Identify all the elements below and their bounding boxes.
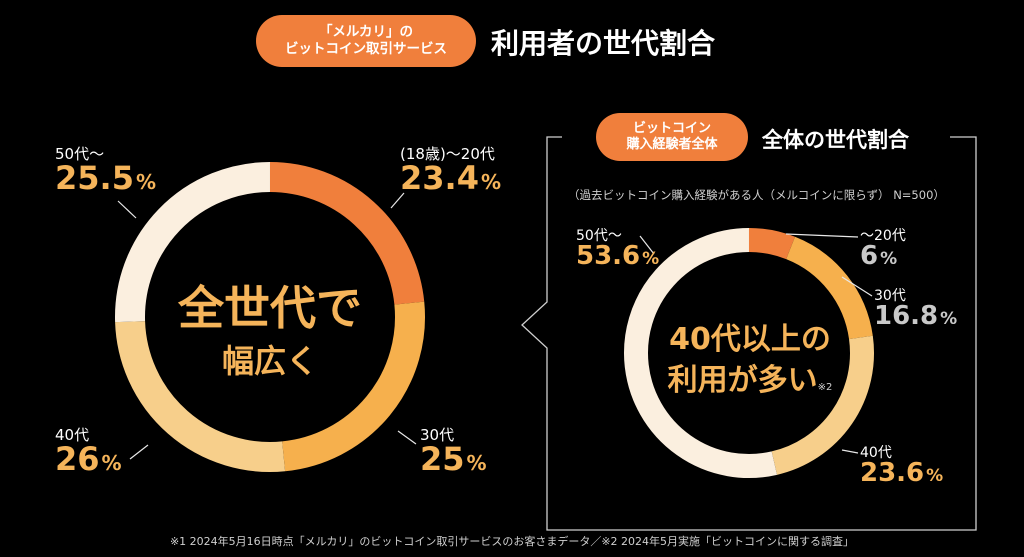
right-title: 全体の世代割合 [762, 124, 915, 154]
header-badge-line1: 「メルカリ」の [318, 24, 414, 41]
right-label-20s: 〜20代 6% [860, 229, 906, 269]
left-label-30s: 30代 25% [420, 426, 487, 478]
left-donut-slice-2 [115, 320, 286, 472]
right-value-40s: 23.6 [860, 458, 925, 488]
right-age-20s: 〜20代 [860, 228, 906, 244]
right-age-50s: 50代〜 [576, 228, 622, 244]
left-label-20s: (18歳)〜20代 23.4% [400, 145, 501, 197]
right-value-50s: 53.6 [576, 241, 641, 271]
right-value-20s: 6 [860, 241, 879, 271]
left-age-50s: 50代〜 [55, 145, 105, 163]
left-age-40s: 40代 [55, 426, 90, 444]
left-label-40s: 40代 26% [55, 426, 122, 478]
right-badge-line2: 購入経験者全体 [626, 137, 718, 152]
right-leader-line-3 [639, 235, 655, 255]
right-label-50s: 50代〜 53.6% [576, 229, 659, 269]
left-leader-line-1 [397, 430, 417, 445]
right-badge-line1: ビットコイン [632, 120, 711, 136]
header-badge-line2: ビットコイン取引サービス [285, 41, 447, 57]
right-leader-line-1 [841, 276, 873, 297]
right-label-30s: 30代 16.8% [874, 289, 957, 329]
survey-note: （過去ビットコイン購入経験がある人（メルコインに限らず） N=500） [568, 188, 945, 202]
right-age-30s: 30代 [874, 288, 906, 304]
left-age-30s: 30代 [420, 426, 455, 444]
right-unit-30s: % [940, 309, 958, 329]
left-leader-line-2 [129, 444, 149, 460]
left-donut-slice-3 [115, 162, 271, 323]
right-unit-20s: % [880, 249, 898, 269]
left-unit-30s: % [466, 451, 487, 475]
left-unit-20s: % [480, 170, 501, 194]
right-label-40s: 40代 23.6% [860, 446, 943, 486]
left-leader-line-0 [390, 192, 405, 209]
right-value-30s: 16.8 [874, 301, 939, 331]
left-center-line1: 全世代で [130, 272, 410, 338]
right-donut-slice-1 [785, 236, 873, 340]
right-center-line1: 40代以上の [669, 322, 831, 357]
right-age-40s: 40代 [860, 445, 892, 461]
right-donut-slice-3 [624, 228, 778, 478]
left-age-20s: (18歳)〜20代 [400, 145, 495, 163]
left-value-50s: 25.5 [55, 159, 134, 197]
left-unit-50s: % [135, 170, 156, 194]
right-badge: ビットコイン 購入経験者全体 [596, 113, 748, 161]
right-center-main: 利用が多い [667, 363, 818, 398]
left-label-50s: 50代〜 25.5% [55, 145, 156, 197]
left-center-line2: 幅広く [221, 342, 318, 380]
right-unit-40s: % [926, 466, 944, 486]
right-donut-slice-2 [771, 335, 874, 475]
left-unit-40s: % [101, 451, 122, 475]
right-center-footnote: ※2 [817, 382, 833, 393]
page-title: 利用者の世代割合 [491, 27, 716, 60]
left-center-main: 全世代で [178, 281, 362, 335]
left-value-20s: 23.4 [400, 159, 479, 197]
footnote: ※1 2024年5月16日時点「メルカリ」のビットコイン取引サービスのお客さまデ… [169, 535, 855, 548]
right-donut-slice-0 [748, 228, 796, 260]
left-leader-line-3 [117, 200, 137, 219]
left-value-40s: 26 [55, 440, 100, 478]
right-unit-50s: % [642, 249, 660, 269]
right-center-line2: 利用が多い※2 [655, 355, 845, 399]
left-value-30s: 25 [420, 440, 465, 478]
left-donut-slice-1 [281, 301, 425, 472]
right-leader-line-2 [841, 449, 859, 454]
header-badge: 「メルカリ」の ビットコイン取引サービス [256, 15, 476, 67]
left-donut-slice-0 [269, 162, 425, 305]
right-leader-line-0 [785, 233, 859, 238]
